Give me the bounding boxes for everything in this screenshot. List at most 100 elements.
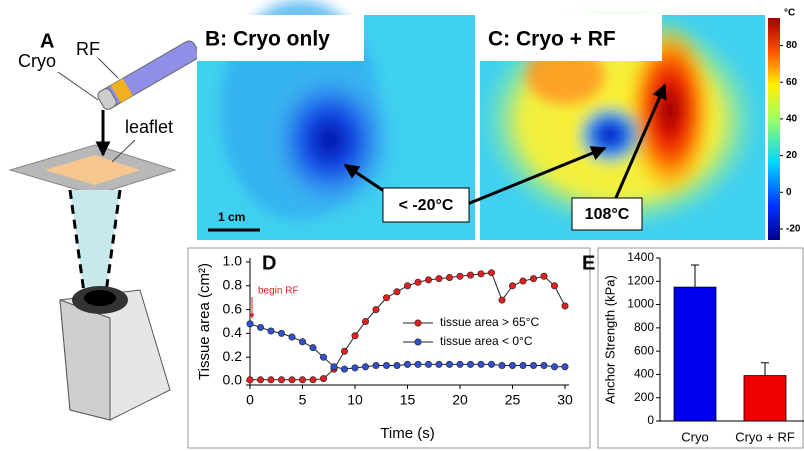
panel-label: D: [262, 252, 276, 274]
x-axis-label: Time (s): [380, 425, 434, 442]
y-tick-label: 600: [634, 343, 654, 357]
data-point: [319, 375, 327, 383]
colorbar-unit: °C: [784, 8, 795, 19]
data-point: [382, 294, 390, 302]
y-tick-label: 400: [634, 367, 654, 381]
data-point: [508, 282, 516, 290]
panel-label: A: [40, 30, 54, 52]
data-point: [298, 338, 306, 346]
data-point: [529, 362, 537, 370]
panel-title: B: Cryo only: [205, 28, 330, 51]
y-tick-label: 0: [647, 413, 654, 427]
bar: [673, 286, 717, 422]
y-tick-label: 1200: [627, 273, 654, 287]
data-point: [508, 362, 516, 370]
beam-edge: [68, 189, 87, 301]
data-point: [246, 376, 254, 384]
x-tick-label: 0: [246, 392, 254, 408]
x-tick-label: Cryo: [681, 429, 708, 444]
data-point: [529, 275, 537, 283]
data-point: [550, 363, 558, 371]
x-tick-label: 25: [505, 392, 521, 408]
data-point: [288, 376, 296, 384]
data-point: [487, 269, 495, 277]
colorbar-tick-label: 60: [786, 77, 798, 88]
data-point: [424, 360, 432, 368]
data-point: [477, 360, 485, 368]
data-point: [319, 353, 327, 361]
colorbar-tick-label: 0: [786, 187, 792, 198]
data-point: [277, 329, 285, 337]
data-point: [540, 272, 548, 280]
x-tick-label: 10: [347, 392, 363, 408]
title-box: [480, 15, 662, 61]
data-point: [414, 360, 422, 368]
data-point: [309, 344, 317, 352]
data-point: [403, 282, 411, 290]
y-tick-label: 0.2: [223, 348, 243, 364]
data-point: [561, 302, 569, 310]
data-point: [519, 362, 527, 370]
annotation-box: [571, 197, 643, 231]
pointer: [111, 139, 136, 163]
y-tick-label: 0.4: [223, 324, 243, 340]
title-box: [197, 15, 364, 61]
label: RF: [76, 39, 100, 59]
data-point: [340, 347, 348, 355]
data-point: [351, 332, 359, 340]
panel-frame: [597, 247, 804, 449]
x-tick-label: 20: [452, 392, 468, 408]
arrow: [464, 146, 607, 207]
beam-edge: [103, 189, 122, 301]
data-point: [256, 376, 264, 384]
data-point: [498, 296, 506, 304]
data-point: [361, 317, 369, 325]
data-point: [361, 363, 369, 371]
y-tick-label: 1000: [627, 297, 654, 311]
arrow: [613, 83, 667, 201]
data-point: [424, 276, 432, 284]
data-point: [477, 270, 485, 278]
data-point: [456, 360, 464, 368]
data-point: [277, 376, 285, 384]
data-point: [267, 327, 275, 335]
data-point: [445, 273, 453, 281]
panel-a: A Cryo RF leaflet: [8, 30, 200, 421]
legend-marker: [414, 319, 422, 327]
y-tick-label: 0.0: [223, 372, 243, 388]
leaflet-patch: [45, 155, 140, 185]
data-point: [466, 271, 474, 279]
data-point: [351, 364, 359, 372]
data-point: [288, 333, 296, 341]
annotation: 108°C: [585, 206, 630, 223]
y-axis-label: Anchor Strength (kPa): [602, 275, 617, 404]
annotation: < -20°C: [399, 197, 454, 214]
panel-title: C: Cryo + RF: [488, 28, 616, 51]
panel-frame: [187, 247, 591, 449]
data-point: [246, 320, 254, 328]
data-point: [519, 277, 527, 285]
data-point: [487, 360, 495, 368]
colorbar-tick-label: -20: [786, 224, 801, 235]
bar: [743, 375, 787, 422]
data-point: [466, 360, 474, 368]
data-point: [340, 365, 348, 373]
x-tick-label: 30: [557, 392, 573, 408]
panel-label: E: [582, 252, 595, 274]
x-tick-label: 5: [299, 392, 307, 408]
data-point: [393, 288, 401, 296]
colorbar-tick-label: 40: [786, 114, 798, 125]
data-point: [540, 362, 548, 370]
x-tick-label: 15: [400, 392, 416, 408]
y-axis-label: Tissue area (cm²): [196, 263, 213, 380]
catheter: [97, 40, 200, 110]
data-point: [298, 376, 306, 384]
legend-marker: [414, 338, 422, 346]
data-point: [309, 376, 317, 384]
data-point: [498, 362, 506, 370]
data-point: [561, 363, 569, 371]
beam: [70, 190, 120, 300]
data-point: [267, 376, 275, 384]
data-point: [372, 306, 380, 314]
